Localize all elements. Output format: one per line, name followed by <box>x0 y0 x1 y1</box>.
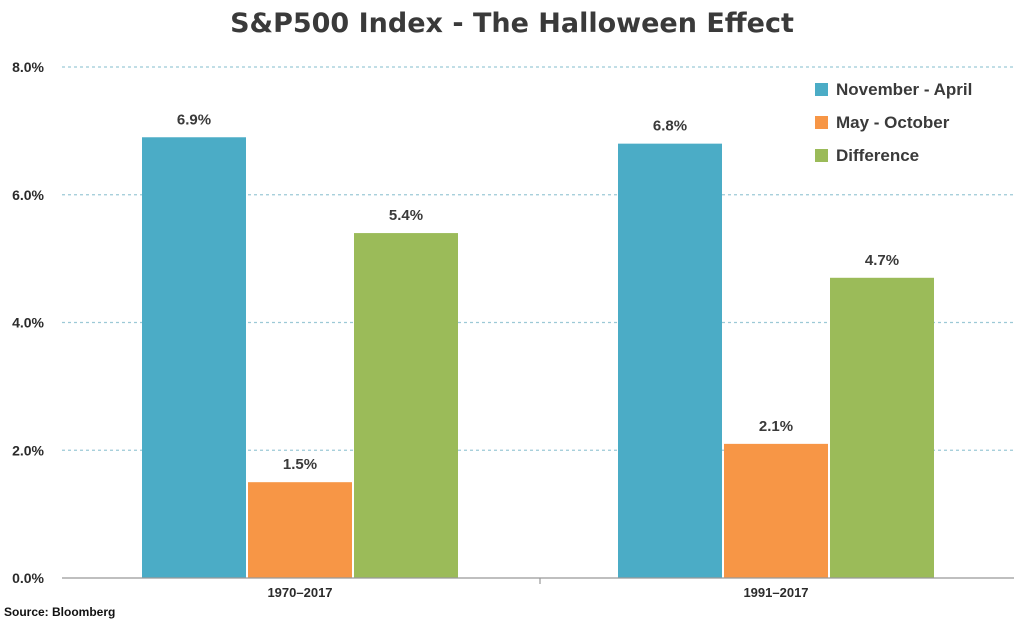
y-tick-label: 2.0% <box>12 442 44 458</box>
legend-label: May - October <box>836 113 950 132</box>
y-tick-label: 0.0% <box>12 570 44 586</box>
legend-swatch <box>815 149 828 162</box>
data-label: 4.7% <box>865 252 899 269</box>
bar-november-april <box>618 143 722 578</box>
legend: November - April May - October Difference <box>815 80 972 165</box>
legend-label: Difference <box>836 146 919 165</box>
data-labels: 6.9% 1.5% 5.4% 6.8% 2.1% 4.7% <box>177 111 899 473</box>
legend-swatch <box>815 83 828 96</box>
y-tick-label: 4.0% <box>12 315 44 331</box>
y-tick-label: 8.0% <box>12 59 44 75</box>
x-category-label: 1991–2017 <box>743 585 808 600</box>
bar-november-april <box>142 137 246 578</box>
data-label: 2.1% <box>759 418 793 435</box>
data-label: 1.5% <box>283 456 317 473</box>
legend-label: November - April <box>836 80 972 99</box>
source-note: Source: Bloomberg <box>4 605 115 619</box>
data-label: 6.8% <box>653 118 687 135</box>
bars <box>142 137 934 578</box>
data-label: 6.9% <box>177 111 211 128</box>
y-axis-ticks: 0.0% 2.0% 4.0% 6.0% 8.0% <box>12 59 44 586</box>
x-axis-categories: 1970–2017 1991–2017 <box>267 585 808 600</box>
bar-may-october <box>248 482 352 578</box>
bar-may-october <box>724 443 828 578</box>
x-category-label: 1970–2017 <box>267 585 332 600</box>
data-label: 5.4% <box>389 207 423 224</box>
y-tick-label: 6.0% <box>12 187 44 203</box>
chart-title: S&P500 Index - The Halloween Effect <box>230 8 794 39</box>
bar-difference <box>354 233 458 578</box>
bar-difference <box>830 277 934 578</box>
legend-swatch <box>815 116 828 129</box>
